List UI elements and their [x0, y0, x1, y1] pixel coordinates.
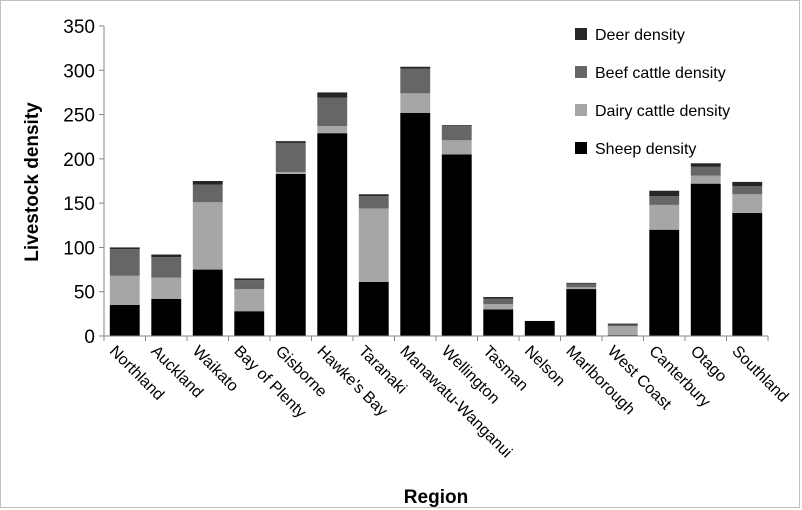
bar-segment — [234, 311, 265, 336]
bar-segment — [690, 163, 721, 167]
legend-label: Beef cattle density — [595, 65, 726, 82]
legend-label: Dairy cattle density — [595, 103, 730, 120]
y-tick-label: 0 — [84, 327, 95, 348]
bar-segment — [400, 66, 431, 69]
bar-segment — [151, 257, 182, 278]
bar-segment — [234, 280, 265, 290]
bar-segment — [483, 297, 514, 299]
bar-segment — [400, 93, 431, 113]
x-axis-title: Region — [404, 487, 468, 508]
bar-segment — [317, 133, 348, 336]
legend-label: Sheep density — [595, 141, 696, 158]
bar-segment — [732, 212, 763, 336]
y-tick-label: 250 — [63, 106, 95, 127]
y-tick-label: 200 — [63, 150, 95, 171]
bar-segment — [649, 196, 680, 205]
legend-swatch — [575, 104, 587, 116]
bar-segment — [275, 172, 306, 174]
x-category-label: Bay of Plenty — [230, 343, 309, 422]
bar-segment — [690, 175, 721, 184]
bar-segment — [441, 154, 472, 336]
y-tick-label: 150 — [63, 194, 95, 215]
legend: Deer density Beef cattle density Dairy cat… — [575, 27, 730, 158]
bar-segment — [441, 126, 472, 141]
y-tick-label: 50 — [74, 283, 95, 304]
bar-segment — [732, 186, 763, 195]
bar-segment — [441, 125, 472, 127]
bar-segment — [275, 141, 306, 143]
bar-segment — [607, 324, 638, 327]
y-axis-title: Livestock density — [22, 102, 43, 262]
bar-segment — [234, 289, 265, 312]
y-tick-label: 350 — [63, 17, 95, 38]
bar-segment — [317, 92, 348, 98]
bar-segment — [483, 298, 514, 305]
bar-segment — [192, 269, 223, 336]
bar-segment — [483, 309, 514, 336]
bar-segment — [607, 326, 638, 336]
bar-segment — [566, 282, 597, 284]
legend-swatch — [575, 142, 587, 154]
bar-segment — [275, 173, 306, 336]
bar-segment — [566, 283, 597, 288]
bar-segment — [524, 320, 555, 336]
bar-segment — [358, 194, 389, 197]
legend-swatch — [575, 66, 587, 78]
bar-segment — [483, 304, 514, 310]
bar-segment — [400, 112, 431, 336]
bar-segment — [275, 142, 306, 173]
bars — [109, 66, 763, 336]
bar-segment — [649, 204, 680, 230]
x-axis-tick-marks — [103, 336, 769, 341]
bar-segment — [192, 202, 223, 270]
bar-segment — [317, 97, 348, 127]
bar-segment — [358, 281, 389, 336]
bar-segment — [151, 277, 182, 299]
bar-segment — [607, 323, 638, 325]
legend-swatch — [575, 28, 587, 40]
y-tick-label: 100 — [63, 238, 95, 259]
bar-segment — [732, 194, 763, 213]
bar-segment — [109, 247, 140, 250]
bar-segment — [441, 140, 472, 155]
bar-segment — [690, 183, 721, 336]
bar-segment — [649, 229, 680, 336]
bar-segment — [400, 68, 431, 94]
x-category-label: Southland — [728, 343, 791, 406]
bar-segment — [109, 275, 140, 305]
bar-segment — [317, 126, 348, 134]
bar-segment — [649, 190, 680, 197]
bar-segment — [566, 287, 597, 290]
bar-segment — [151, 298, 182, 336]
bar-segment — [358, 196, 389, 209]
bar-segment — [732, 181, 763, 187]
bar-segment — [358, 208, 389, 282]
bar-segment — [192, 181, 223, 185]
bar-segment — [151, 254, 182, 258]
y-axis-tick-labels: 0 50 100 150 200 250 300 350 — [63, 17, 104, 348]
bar-segment — [566, 289, 597, 336]
bar-segment — [690, 166, 721, 176]
bar-segment — [109, 305, 140, 336]
legend-label: Deer density — [595, 27, 685, 44]
bar-segment — [234, 278, 265, 281]
bar-segment — [192, 184, 223, 203]
bar-segment — [109, 249, 140, 276]
y-tick-label: 300 — [63, 61, 95, 82]
